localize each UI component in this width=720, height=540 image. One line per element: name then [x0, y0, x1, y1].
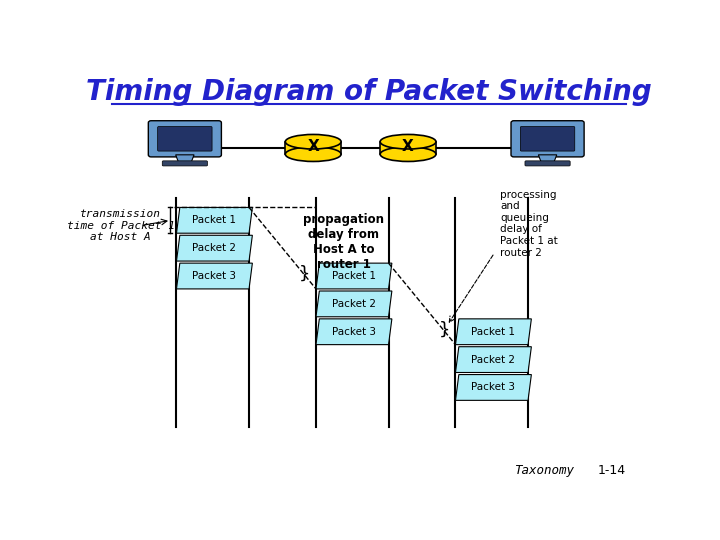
FancyBboxPatch shape — [525, 161, 570, 166]
FancyBboxPatch shape — [511, 121, 584, 157]
Text: X: X — [307, 139, 319, 154]
Polygon shape — [316, 263, 392, 289]
Text: propagation
delay from
Host A to
router 1: propagation delay from Host A to router … — [303, 213, 384, 271]
Text: Timing Diagram of Packet Switching: Timing Diagram of Packet Switching — [86, 78, 652, 106]
Polygon shape — [539, 155, 557, 163]
Text: transmission
time of Packet 1
at Host A: transmission time of Packet 1 at Host A — [67, 209, 175, 242]
Text: X: X — [402, 139, 414, 154]
Text: Packet 2: Packet 2 — [472, 355, 516, 365]
Ellipse shape — [380, 134, 436, 149]
Ellipse shape — [285, 147, 341, 161]
FancyBboxPatch shape — [148, 121, 222, 157]
FancyBboxPatch shape — [158, 126, 212, 151]
FancyBboxPatch shape — [521, 126, 575, 151]
Text: 1-14: 1-14 — [598, 464, 626, 477]
Ellipse shape — [285, 134, 341, 149]
Text: Packet 3: Packet 3 — [332, 327, 376, 337]
Polygon shape — [380, 141, 436, 154]
Text: Packet 2: Packet 2 — [332, 299, 376, 309]
Text: Packet 1: Packet 1 — [192, 215, 236, 225]
Polygon shape — [176, 155, 194, 163]
Text: Packet 1: Packet 1 — [332, 271, 376, 281]
Polygon shape — [316, 319, 392, 345]
FancyBboxPatch shape — [162, 161, 207, 166]
Text: Packet 3: Packet 3 — [472, 382, 516, 393]
Text: }: } — [299, 265, 310, 283]
Text: Taxonomy: Taxonomy — [514, 464, 574, 477]
Text: processing
and
queueing
delay of
Packet 1 at
router 2: processing and queueing delay of Packet … — [500, 190, 558, 258]
Polygon shape — [285, 141, 341, 154]
Polygon shape — [456, 375, 531, 400]
Polygon shape — [176, 207, 253, 233]
Polygon shape — [176, 235, 253, 261]
Text: }: } — [438, 321, 450, 339]
Polygon shape — [456, 319, 531, 345]
Polygon shape — [176, 263, 253, 289]
Text: Packet 3: Packet 3 — [192, 271, 236, 281]
Polygon shape — [456, 347, 531, 373]
Polygon shape — [316, 291, 392, 317]
Text: Packet 1: Packet 1 — [472, 327, 516, 337]
Ellipse shape — [380, 147, 436, 161]
Text: Packet 2: Packet 2 — [192, 243, 236, 253]
